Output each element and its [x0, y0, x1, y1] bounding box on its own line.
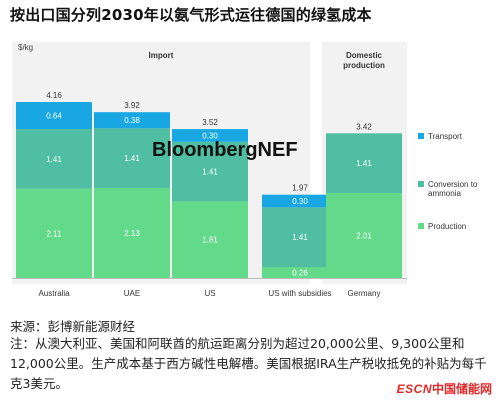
- y-axis-label: $/kg: [18, 43, 33, 52]
- source-text: 来源：彭博新能源财经: [10, 319, 136, 334]
- data-label-transport-2: 0.30: [202, 131, 218, 140]
- bar-production-1: [94, 187, 170, 278]
- bar-conversion-0: [16, 129, 92, 189]
- data-label-conversion-4: 1.41: [356, 159, 372, 168]
- bar-transport-3: [262, 194, 338, 208]
- data-label-conversion-0: 1.41: [46, 155, 62, 164]
- x-tick-label-3: US with subsidies: [268, 289, 331, 298]
- watermark-text: BloombergNEF: [152, 139, 298, 161]
- data-label-conversion-3: 1.41: [292, 233, 308, 242]
- legend-label-transport: Transport: [428, 132, 463, 141]
- data-label-transport-0: 0.64: [46, 112, 62, 121]
- brand-logo: ESCN中国储能网: [397, 380, 492, 397]
- brand-cn: 中国储能网: [431, 382, 492, 396]
- legend-swatch-transport: [418, 133, 424, 139]
- bar-transport-2: [172, 129, 248, 142]
- data-label-transport-1: 0.38: [124, 116, 140, 125]
- data-label-conversion-2: 1.41: [202, 168, 218, 177]
- total-label-2: 3.52: [202, 118, 218, 127]
- note-text: 注：从澳大利亚、美国和阿联酋的航运距离分别为超过20,000公里、9,300公里…: [10, 336, 487, 391]
- total-label-4: 3.42: [356, 122, 372, 131]
- data-label-production-0: 2.11: [47, 229, 63, 238]
- group-label-domestic-line2: production: [343, 61, 385, 70]
- total-label-1: 3.92: [124, 101, 140, 110]
- data-label-production-4: 2.01: [356, 231, 372, 240]
- legend-label-conversion: Conversion to: [428, 180, 478, 189]
- bar-production-2: [172, 201, 248, 278]
- x-tick-label-2: US: [204, 289, 215, 298]
- legend-label-conversion-line2: ammonia: [428, 189, 461, 198]
- total-label-0: 4.16: [46, 91, 62, 100]
- bar-conversion-1: [94, 128, 170, 188]
- x-tick-label-0: Australia: [38, 289, 70, 298]
- bar-transport-0: [16, 102, 92, 130]
- bar-production-3: [262, 267, 338, 278]
- legend-swatch-conversion: [418, 181, 424, 187]
- brand-escn: ESCN: [396, 382, 432, 396]
- data-label-transport-3: 0.30: [292, 197, 308, 206]
- data-label-conversion-1: 1.41: [124, 154, 140, 163]
- bar-transport-1: [94, 112, 170, 129]
- x-tick-label-1: UAE: [124, 289, 140, 298]
- data-label-production-1: 2.13: [124, 229, 140, 238]
- bar-conversion-4: [326, 133, 402, 193]
- data-label-production-2: 1.81: [202, 236, 218, 245]
- bar-production-0: [16, 188, 92, 278]
- data-label-production-3: 0.26: [292, 269, 308, 278]
- bar-production-4: [326, 192, 402, 278]
- group-label-import: Import: [149, 51, 174, 60]
- total-label-3: 1.97: [292, 184, 308, 193]
- x-tick-label-4: Germany: [348, 289, 381, 298]
- bar-conversion-2: [172, 141, 248, 202]
- group-label-domestic-line1: Domestic: [346, 51, 383, 60]
- legend-label-production: Production: [428, 222, 466, 231]
- legend-swatch-production: [418, 223, 424, 229]
- bar-conversion-3: [262, 207, 338, 268]
- chart-title: 按出口国分列2030年以氨气形式运往德国的绿氢成本: [10, 6, 372, 24]
